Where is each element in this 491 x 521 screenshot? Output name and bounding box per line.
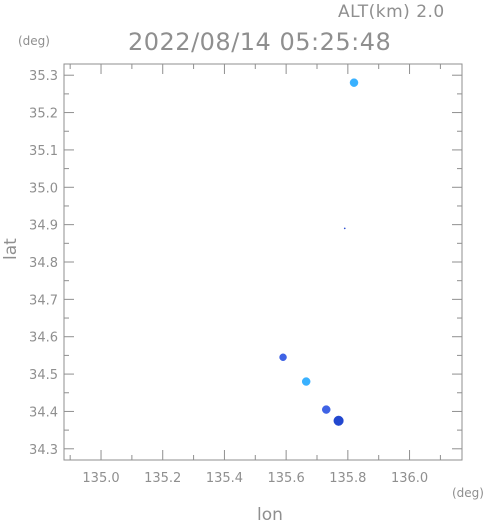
scatter-point [321,405,331,414]
y-tick-label: 35.0 [29,181,58,196]
x-unit-label: (deg) [452,486,484,500]
y-tick-label: 34.4 [29,405,58,420]
scatter-point [301,377,311,386]
scatter-point [349,78,359,87]
x-axis-label: lon [257,505,283,521]
x-axis-tick-labels: 135.0 135.2 135.4 135.6 135.8 136.0 [82,471,428,486]
scatter-point [333,415,344,426]
y-tick-label: 34.8 [29,256,58,271]
scatter-points [279,78,359,426]
y-axis-ticks [64,74,462,450]
x-tick-label: 135.2 [144,471,181,486]
y-tick-label: 35.3 [29,69,58,84]
y-tick-label: 35.1 [29,144,58,159]
x-tick-label: 136.0 [391,471,428,486]
y-tick-label: 34.5 [29,368,58,383]
y-unit-label: (deg) [18,34,50,48]
y-axis-tick-labels: 34.3 34.4 34.5 34.6 34.7 34.8 34.9 35.0 35.1 35.2… [29,69,58,458]
plot-frame [63,63,463,461]
x-tick-label: 135.6 [268,471,305,486]
scatter-point [343,227,346,230]
y-tick-label: 34.3 [29,443,58,458]
scatter-point [279,353,287,362]
y-tick-label: 35.2 [29,107,58,122]
y-tick-label: 34.7 [29,293,58,308]
y-tick-label: 34.6 [29,331,58,346]
y-tick-label: 34.9 [29,219,58,234]
x-axis-ticks [69,64,441,460]
chart-title: 2022/08/14 05:25:48 [128,28,391,56]
y-axis-label: lat [1,238,21,260]
x-tick-label: 135.0 [82,471,119,486]
x-tick-label: 135.4 [206,471,243,486]
x-tick-label: 135.8 [329,471,366,486]
altitude-label: ALT(km) 2.0 [338,2,445,22]
